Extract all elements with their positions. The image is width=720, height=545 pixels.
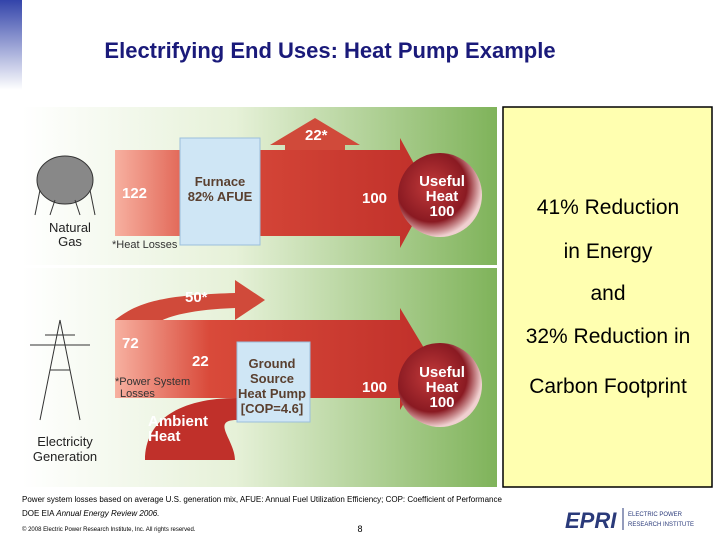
heat-pump-box (236, 341, 311, 423)
label: Furnace (195, 174, 246, 189)
source-title: Annual Energy Review 2006. (55, 509, 159, 518)
label: 100 (362, 190, 387, 207)
label: 50* (185, 289, 208, 306)
label: 122 (122, 185, 147, 202)
label: 100 (429, 394, 454, 411)
callout-line: 41% Reduction (537, 196, 679, 219)
copyright: © 2008 Electric Power Research Institute… (22, 526, 196, 533)
tower-icon (30, 319, 90, 421)
logo-text: ELECTRIC POWER (628, 512, 683, 518)
tank-icon (34, 155, 96, 216)
label: Source (250, 371, 294, 386)
callout-box (502, 106, 713, 488)
callout-line: in Energy (564, 240, 653, 263)
page-number: 8 (357, 524, 362, 534)
label: Electricity (37, 434, 93, 449)
label: Ambient (148, 413, 208, 430)
label: Losses (120, 388, 155, 400)
label: [COP=4.6] (241, 401, 304, 416)
label: Useful (419, 173, 465, 190)
label: Generation (33, 449, 97, 464)
useful-heat (398, 343, 482, 427)
callout-line: and (590, 282, 625, 305)
callout-line: Carbon Footprint (529, 375, 687, 398)
label: Heat (148, 428, 181, 445)
logo-text: RESEARCH INSTITUTE (628, 522, 694, 528)
label: Heat Pump (238, 386, 306, 401)
source-prefix: DOE EIA (22, 509, 55, 518)
label: 100 (362, 379, 387, 396)
footnote: Power system losses based on average U.S… (22, 495, 502, 504)
footer: Power system losses based on average U.S… (22, 495, 694, 534)
furnace-box (179, 137, 261, 246)
label: 22* (305, 127, 328, 144)
title: Electrifying End Uses: Heat Pump Example (104, 38, 555, 63)
callout-line: 32% Reduction in (526, 325, 691, 348)
loss-arrow (115, 280, 265, 330)
footnote: DOE EIA Annual Energy Review 2006. (22, 509, 159, 518)
callout: 41% Reduction in Energy and 32% Reductio… (502, 106, 713, 488)
label: 100 (429, 203, 454, 220)
diagram: 22* 122 Furnace 82% AFUE 100 Useful Heat… (22, 107, 497, 487)
label: *Power System (115, 376, 190, 388)
accent-bar (0, 0, 22, 90)
label: Natural (49, 220, 91, 235)
label: Heat (426, 379, 459, 396)
label: Heat (426, 188, 459, 205)
label: *Heat Losses (112, 239, 178, 251)
ambient-arrow (145, 398, 237, 460)
label: 22 (192, 353, 209, 370)
label: Gas (58, 234, 82, 249)
label: Useful (419, 364, 465, 381)
label: Ground (249, 356, 296, 371)
label: 72 (122, 335, 139, 352)
useful-heat (398, 153, 482, 237)
label: 82% AFUE (188, 189, 253, 204)
logo: EPRI (565, 508, 617, 533)
